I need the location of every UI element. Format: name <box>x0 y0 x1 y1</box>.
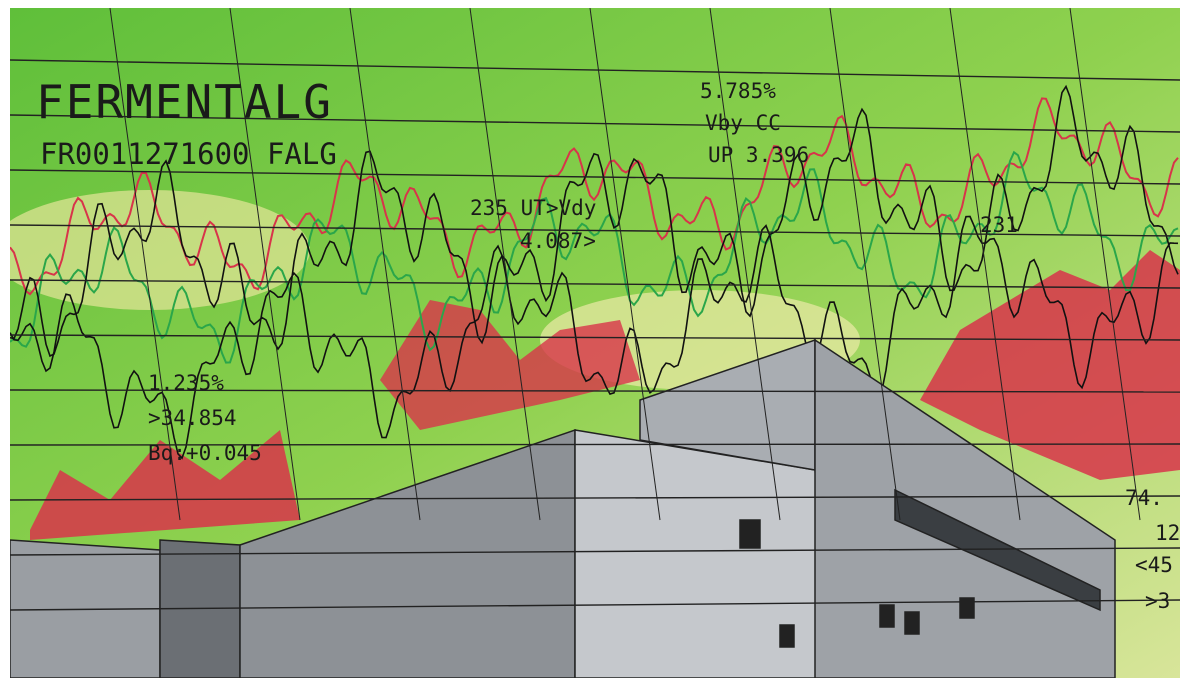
annotation: 5.785% <box>700 79 776 103</box>
annotation: 231 <box>980 213 1018 237</box>
annotation: 74. <box>1125 486 1163 510</box>
grid-stroke <box>10 495 1180 501</box>
grid-stroke <box>10 114 1180 133</box>
grid-stroke <box>949 8 1021 521</box>
artwork <box>10 8 1180 678</box>
annotation: 1.235% <box>148 371 224 395</box>
grid-stroke <box>829 8 901 521</box>
building <box>10 338 1116 678</box>
grid-stroke <box>10 59 1180 81</box>
grid-stroke <box>10 279 1180 289</box>
annotation: UP 3.396 <box>708 143 809 167</box>
grid-stroke <box>709 8 781 521</box>
grid-stroke <box>10 169 1180 185</box>
grid-stroke <box>10 547 1180 556</box>
red-area <box>30 430 300 540</box>
grid-stroke <box>10 224 1180 237</box>
grid-stroke <box>10 334 1180 341</box>
annotation: <45 <box>1135 553 1173 577</box>
annotation: 235 UT>Vdy <box>470 196 596 220</box>
annotation: Vby CC <box>705 111 781 135</box>
annotation: 4.087> <box>520 229 596 253</box>
red-area <box>920 250 1180 480</box>
wave-line <box>10 215 1179 460</box>
grid-stroke <box>10 389 1180 393</box>
grid-stroke <box>10 443 1180 446</box>
grid-stroke <box>109 8 181 521</box>
isin-code: FR0011271600 FALG <box>40 137 337 171</box>
grid-stroke <box>589 8 661 521</box>
annotation: 12 <box>1155 521 1180 545</box>
grid-stroke <box>349 8 421 521</box>
wave-line <box>10 150 1179 364</box>
grid-stroke <box>229 8 301 521</box>
annotation: >34.854 <box>148 406 237 430</box>
annotation: >3 <box>1145 589 1170 613</box>
grid-stroke <box>469 8 541 521</box>
annotation: Bq:+0.045 <box>148 441 262 465</box>
grid-stroke <box>1069 8 1141 521</box>
horizontal-lines <box>10 8 1180 611</box>
company-name: FERMENTALG <box>36 75 333 129</box>
wave-line <box>10 97 1179 296</box>
grid-stroke <box>10 599 1180 611</box>
